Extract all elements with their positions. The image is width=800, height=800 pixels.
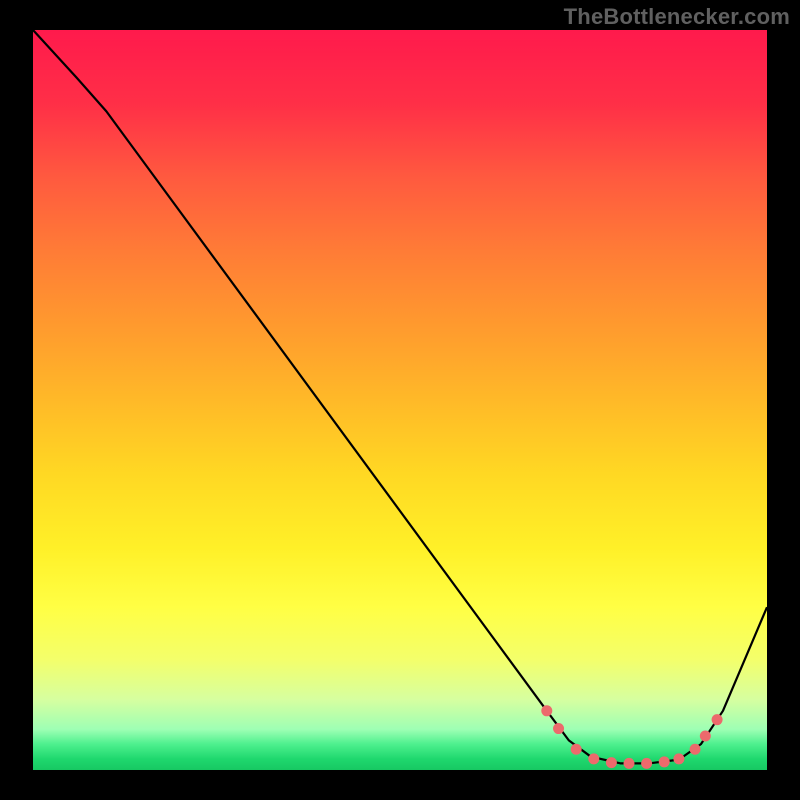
marker-point bbox=[659, 756, 670, 767]
marker-point bbox=[606, 757, 617, 768]
marker-point bbox=[541, 705, 552, 716]
marker-point bbox=[712, 714, 723, 725]
attribution-text: TheBottlenecker.com bbox=[564, 4, 790, 30]
marker-point bbox=[553, 723, 564, 734]
marker-point bbox=[690, 744, 701, 755]
marker-point bbox=[588, 753, 599, 764]
plot-background bbox=[33, 30, 767, 770]
marker-point bbox=[673, 753, 684, 764]
chart-stage: TheBottlenecker.com bbox=[0, 0, 800, 800]
marker-point bbox=[571, 744, 582, 755]
marker-point bbox=[641, 758, 652, 769]
marker-point bbox=[624, 758, 635, 769]
marker-point bbox=[700, 730, 711, 741]
bottleneck-chart bbox=[0, 0, 800, 800]
